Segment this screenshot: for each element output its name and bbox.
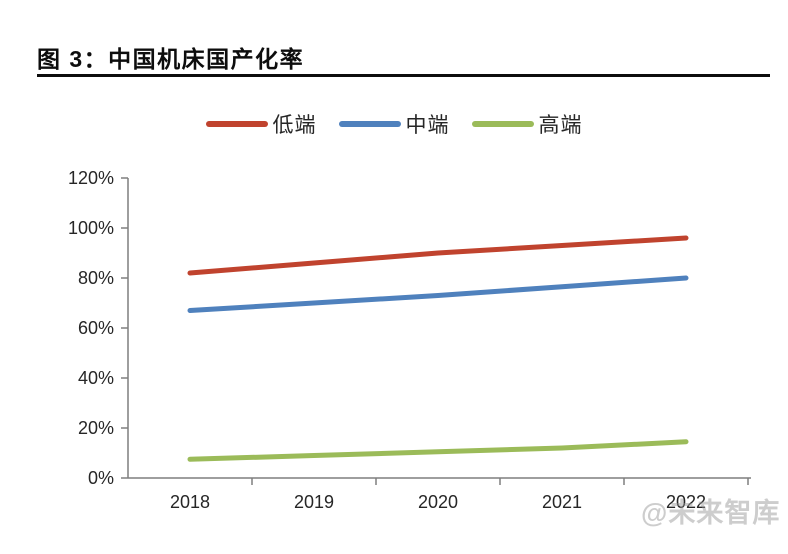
y-tick-label: 80% <box>78 268 114 288</box>
legend-label: 中端 <box>405 114 450 137</box>
series-line-3 <box>187 439 689 462</box>
title-underline-rule <box>37 74 770 77</box>
figure-title: 图 3：中国机床国产化率 <box>37 46 305 72</box>
y-tick-label: 60% <box>78 318 114 338</box>
x-tick-label: 2018 <box>170 492 210 512</box>
legend-line-swatch <box>205 121 268 127</box>
y-tick-label: 100% <box>68 218 114 238</box>
y-tick-label: 120% <box>68 168 114 188</box>
chart-legend: 低端 中端 高端 <box>0 110 788 138</box>
legend-line-swatch <box>338 121 401 127</box>
legend-item-2: 中端 <box>338 109 450 139</box>
legend-item-1: 低端 <box>205 109 317 139</box>
legend-item-3: 高端 <box>471 109 583 139</box>
legend-label: 高端 <box>538 114 583 137</box>
x-tick-label: 2021 <box>542 492 582 512</box>
series-line-1 <box>187 235 689 276</box>
watermark: @未来智库 <box>641 498 781 528</box>
series-line-2 <box>187 275 689 313</box>
x-tick-label: 2020 <box>418 492 458 512</box>
x-tick-label: 2019 <box>294 492 334 512</box>
y-tick-label: 20% <box>78 418 114 438</box>
y-tick-label: 40% <box>78 368 114 388</box>
legend-line-swatch <box>471 121 534 127</box>
x-tick-label: 2022 <box>666 492 706 512</box>
y-tick-label: 0% <box>88 468 114 488</box>
legend-label: 低端 <box>272 114 317 137</box>
